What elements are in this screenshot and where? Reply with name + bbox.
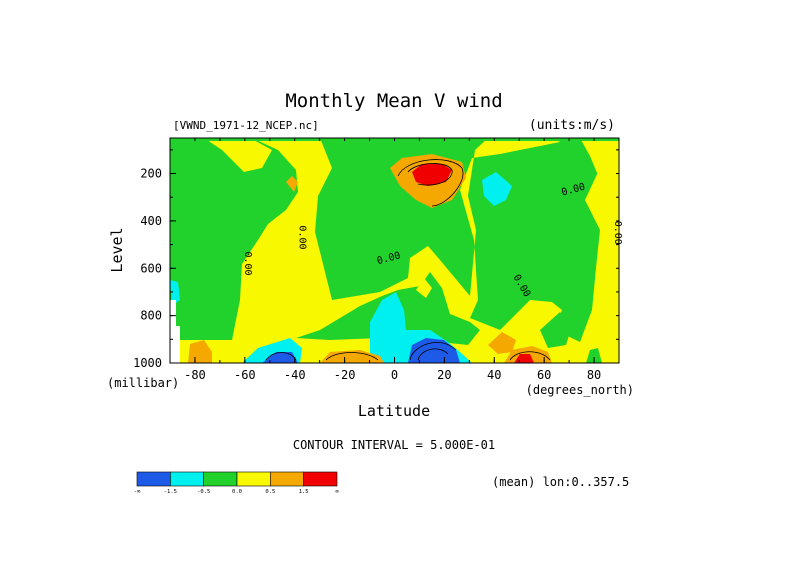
colorbar-swatch	[236, 471, 271, 487]
y-axis: 200 400 600 800 1000	[133, 149, 619, 370]
contour-line-max-inner	[407, 163, 453, 186]
colorbar-swatch	[170, 471, 204, 487]
colorbar-label: 0.0	[232, 489, 242, 495]
x-tick-label: -80	[184, 368, 206, 382]
region-negative-left-tongue	[226, 236, 240, 340]
colorbar-label: 0.5	[265, 489, 275, 495]
colorbar-label: 1.5	[299, 489, 309, 495]
units-label: (units:m/s)	[529, 118, 615, 133]
contour-line-blue-left	[265, 352, 297, 361]
x-axis-units: (degrees_north)	[526, 383, 634, 397]
contour-line-blue	[409, 341, 457, 361]
x-axis-title: Latitude	[358, 402, 430, 420]
region-positive-central	[170, 138, 619, 363]
y-tick-label: 600	[140, 261, 162, 275]
x-tick-label: 80	[587, 368, 601, 382]
colorbar-label: -1.5	[164, 489, 177, 495]
region-red-max	[412, 164, 452, 186]
x-tick-label: 20	[437, 368, 451, 382]
contour-label: 0.00	[612, 221, 623, 245]
x-tick-label: 0	[391, 368, 398, 382]
colorbar-swatch	[270, 471, 304, 487]
region-orange-small	[286, 176, 298, 192]
region-cyan-edge	[170, 280, 180, 306]
y-tick-label: 200	[140, 167, 162, 181]
colorbar: -∞ -1.5 -0.5 0.0 0.5 1.5 ∞	[134, 471, 339, 495]
x-tick-label: 40	[487, 368, 501, 382]
colorbar-label: -0.5	[197, 489, 210, 495]
region-orange-lower-mid	[320, 350, 384, 363]
y-tick-label: 1000	[133, 356, 162, 370]
colorbar-label: ∞	[335, 489, 339, 495]
region-positive-spot	[416, 278, 432, 298]
region-cyan-upper-right	[482, 172, 512, 206]
x-tick-label: -20	[334, 368, 356, 382]
y-axis-units: (millibar)	[107, 376, 179, 390]
y-tick-label: 800	[140, 309, 162, 323]
region-orange-lower-right	[488, 332, 516, 354]
contour-interval-label: CONTOUR INTERVAL = 5.000E-01	[293, 438, 495, 452]
chart-title: Monthly Mean V wind	[285, 90, 502, 112]
colorbar-label: -∞	[134, 489, 141, 495]
colorbar-swatch	[303, 471, 338, 487]
region-orange-lower-left	[188, 340, 212, 363]
region-blue-left	[262, 352, 298, 363]
footnote-mean-lon: (mean) lon:0..357.5	[492, 475, 629, 489]
contour-label: 0.00	[242, 251, 253, 275]
x-tick-label: -40	[284, 368, 306, 382]
file-label: [VWND_1971-12_NCEP.nc]	[173, 119, 319, 132]
region-positive-upper-left	[204, 138, 272, 172]
contour-line-lower-right	[509, 351, 551, 361]
region-green-lower-right	[586, 348, 602, 363]
region-positive-right	[580, 138, 619, 360]
contour-field	[170, 138, 619, 363]
colorbar-swatch	[203, 471, 238, 487]
y-axis-title: Level	[108, 227, 126, 272]
x-tick-label: -60	[234, 368, 256, 382]
x-axis: -80 -60 -40 -20 0 20 40 60 80	[169, 138, 620, 382]
contour-line-blue-inner	[417, 348, 449, 361]
y-tick-label: 400	[140, 214, 162, 228]
contour-label: 0.00	[297, 225, 308, 249]
region-negative-right-lower	[540, 312, 572, 348]
contour-line-max	[397, 159, 464, 207]
contour-line-lower-mid	[325, 352, 379, 361]
colorbar-swatch	[136, 471, 171, 487]
x-tick-label: 60	[537, 368, 551, 382]
